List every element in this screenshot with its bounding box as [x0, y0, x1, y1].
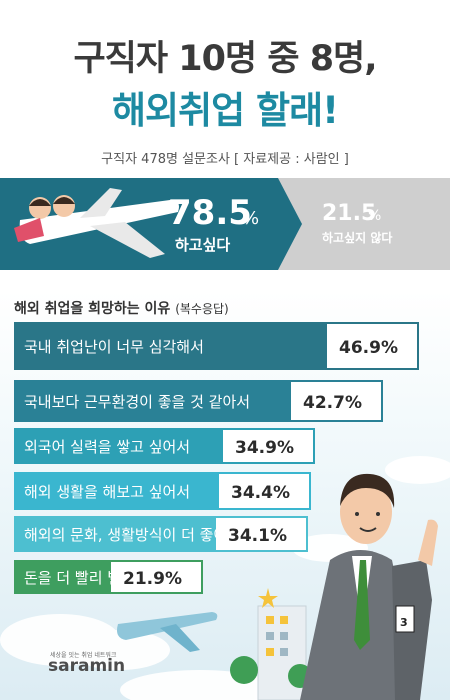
bar-value-3: 34.9% — [235, 438, 294, 458]
bar-label-3: 외국어 실력을 쌓고 싶어서 — [24, 438, 190, 456]
page-title-line2: 해외취업 할래! — [112, 89, 339, 132]
logo-tagline: 세상을 잇는 취업 네트워크 — [50, 652, 117, 659]
bar-label-2: 국내보다 근무환경이 좋을 것 같아서 — [24, 393, 250, 411]
not-want-percent-value: 21.5 — [322, 201, 376, 226]
bar-value-2: 42.7% — [303, 393, 362, 413]
reasons-heading: 해외 취업을 희망하는 이유 (복수응답) — [14, 298, 229, 318]
businessman-icon — [300, 473, 438, 700]
bar-value-box-1 — [327, 324, 417, 368]
bar-value-box-3 — [223, 430, 313, 462]
bar-value-6: 21.9% — [123, 569, 182, 589]
reasons-note: (복수응답) — [175, 302, 229, 316]
bar-value-5: 34.1% — [228, 526, 287, 546]
bar-value-box-4 — [219, 474, 309, 508]
bar-value-box-2 — [291, 382, 381, 420]
bar-label-4: 해외 생활을 해보고 싶어서 — [24, 483, 190, 501]
want-percent-unit: % — [242, 208, 259, 229]
building-icon — [230, 588, 312, 700]
not-want-label: 하고싶지 않다 — [322, 230, 392, 245]
saramin-logo: saramin — [48, 656, 126, 676]
want-percent-value: 78.5 — [168, 193, 252, 233]
want-label: 하고싶다 — [175, 236, 230, 254]
bar-value-box-5 — [216, 518, 306, 550]
airplane-icon — [14, 188, 179, 258]
bar-value-box-6 — [111, 562, 201, 592]
not-want-percent-unit: % — [368, 208, 381, 224]
survey-subtitle: 구직자 478명 설문조사 [ 자료제공 : 사람인 ] — [101, 152, 349, 167]
survey-result-banner: 78.5 % 하고싶다 21.5 % 하고싶지 않다 — [0, 178, 450, 270]
mascot-tag-number: 3 — [400, 616, 408, 629]
page-title-line1: 구직자 10명 중 8명, — [73, 39, 377, 79]
bar-value-4: 34.4% — [231, 483, 290, 503]
small-airplane-icon — [117, 612, 218, 652]
bar-label-5: 해외의 문화, 생활방식이 더 좋아서 — [24, 526, 241, 544]
bar-label-6: 돈을 더 빨리 벌 수 있어서 — [24, 569, 186, 587]
bar-value-1: 46.9% — [339, 338, 398, 358]
reasons-title: 해외 취업을 희망하는 이유 — [14, 301, 171, 317]
banner-shape: 78.5 % 하고싶다 21.5 % 하고싶지 않다 — [0, 178, 450, 270]
bar-label-1: 국내 취업난이 너무 심각해서 — [24, 338, 204, 356]
